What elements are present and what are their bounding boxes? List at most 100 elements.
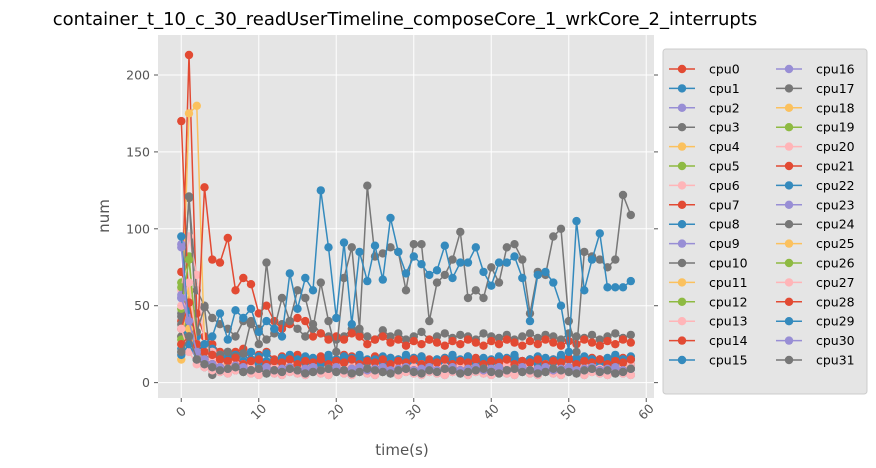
data-point	[394, 335, 403, 344]
data-point	[471, 338, 480, 347]
data-point	[425, 335, 434, 344]
data-point	[525, 329, 535, 338]
data-point	[262, 369, 271, 378]
legend-marker	[677, 123, 687, 132]
data-point	[456, 340, 465, 349]
legend-entry: cpu23	[776, 197, 855, 212]
data-point	[417, 340, 426, 349]
data-point	[246, 356, 256, 366]
legend-label: cpu25	[816, 236, 855, 251]
data-point	[611, 369, 620, 378]
data-point	[223, 335, 232, 344]
data-point	[386, 369, 395, 378]
data-point	[270, 324, 279, 333]
data-point	[463, 335, 473, 344]
legend-label: cpu23	[816, 197, 855, 212]
legend-label: cpu18	[816, 100, 855, 115]
data-point	[177, 324, 186, 333]
data-point	[324, 335, 333, 344]
data-point	[471, 355, 480, 364]
legend-label: cpu4	[709, 139, 740, 154]
data-point	[239, 367, 248, 377]
legend-label: cpu22	[816, 178, 855, 193]
data-point	[456, 356, 465, 366]
legend-label: cpu2	[709, 100, 740, 115]
data-point	[401, 269, 411, 278]
legend-label: cpu30	[816, 333, 855, 348]
data-point	[456, 227, 465, 237]
data-point	[432, 332, 442, 341]
data-point	[549, 232, 558, 241]
data-point	[277, 324, 287, 333]
data-point	[177, 116, 186, 126]
data-point	[409, 252, 418, 261]
legend-entry: cpu25	[776, 236, 855, 251]
data-point	[339, 273, 349, 283]
data-point	[626, 355, 635, 364]
data-point	[378, 355, 387, 364]
data-point	[518, 367, 527, 377]
legend-label: cpu1	[709, 81, 740, 96]
data-point	[192, 101, 201, 111]
data-point	[626, 210, 635, 220]
data-point	[541, 367, 550, 377]
y-tick-label: 100	[126, 221, 150, 236]
data-point	[246, 347, 256, 357]
data-point	[456, 369, 465, 378]
data-point	[316, 278, 325, 287]
data-point	[510, 350, 519, 360]
data-point	[564, 316, 573, 326]
data-point	[417, 260, 426, 269]
data-point	[308, 332, 318, 341]
data-point	[363, 332, 372, 341]
data-point	[564, 347, 573, 357]
y-tick-label: 0	[142, 375, 150, 390]
data-point	[347, 355, 356, 364]
data-point	[246, 316, 256, 326]
data-point	[587, 255, 597, 264]
data-point	[448, 336, 457, 346]
data-point	[432, 358, 442, 367]
data-point	[487, 263, 496, 272]
legend-marker	[677, 64, 687, 74]
legend-marker	[677, 355, 687, 365]
data-point	[177, 293, 186, 303]
data-point	[355, 350, 364, 360]
legend-label: cpu11	[709, 275, 748, 290]
legend-entry: cpu12	[669, 294, 748, 309]
data-point	[518, 332, 527, 341]
legend-label: cpu27	[816, 275, 855, 290]
data-point	[316, 329, 325, 338]
legend-entry: cpu19	[776, 120, 855, 135]
legend-label: cpu7	[709, 197, 740, 212]
data-point	[572, 369, 581, 378]
data-point	[378, 249, 387, 258]
chart-title: container_t_10_c_30_readUserTimeline_com…	[53, 9, 758, 30]
legend-label: cpu8	[709, 217, 740, 232]
series-cpu31	[177, 332, 635, 378]
legend-marker	[677, 278, 687, 287]
legend-label: cpu0	[709, 62, 740, 77]
data-point	[611, 356, 620, 366]
data-point	[626, 276, 635, 286]
data-point	[463, 367, 473, 377]
data-point	[494, 278, 504, 287]
data-point	[425, 356, 434, 366]
data-point	[401, 335, 411, 344]
data-point	[417, 240, 426, 249]
data-point	[479, 341, 488, 350]
legend-entry: cpu16	[776, 62, 855, 77]
legend-marker	[677, 142, 687, 151]
x-tick-label: 40	[480, 401, 502, 423]
legend-label: cpu29	[816, 314, 855, 329]
data-point	[611, 340, 620, 349]
data-point	[378, 275, 387, 284]
data-point	[254, 355, 263, 364]
data-point	[494, 340, 504, 349]
data-point	[277, 358, 287, 367]
data-point	[541, 267, 550, 277]
data-point	[603, 366, 612, 375]
data-point	[394, 247, 403, 257]
legend-entry: cpu2	[669, 100, 740, 115]
